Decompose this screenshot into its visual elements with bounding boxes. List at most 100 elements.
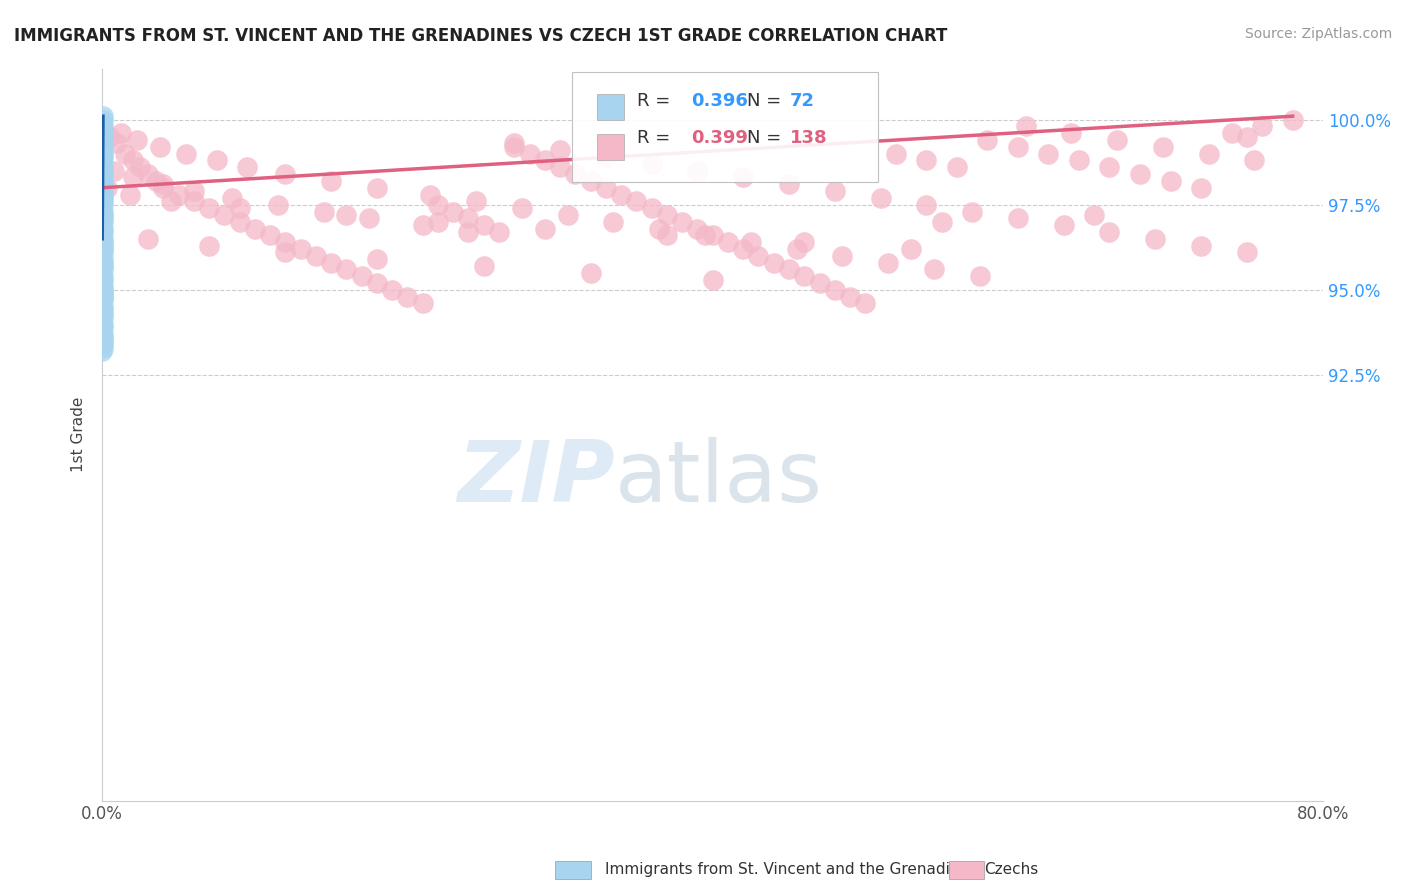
- Point: [335, 262, 357, 277]
- Point: [976, 133, 998, 147]
- Point: [91, 259, 114, 273]
- Point: [884, 146, 907, 161]
- Text: 138: 138: [790, 129, 827, 147]
- Point: [426, 198, 449, 212]
- Point: [91, 283, 114, 297]
- Point: [457, 211, 479, 226]
- Point: [91, 178, 114, 192]
- Point: [1053, 218, 1076, 232]
- Text: N =: N =: [747, 93, 787, 111]
- Point: [214, 208, 236, 222]
- Point: [259, 228, 281, 243]
- Text: 72: 72: [790, 93, 814, 111]
- Point: [91, 242, 114, 256]
- FancyBboxPatch shape: [572, 72, 877, 182]
- Point: [747, 249, 769, 263]
- Point: [91, 341, 114, 355]
- Point: [91, 215, 114, 229]
- Point: [366, 180, 388, 194]
- FancyBboxPatch shape: [596, 95, 623, 120]
- Point: [267, 198, 290, 212]
- Text: atlas: atlas: [614, 437, 823, 520]
- Point: [579, 174, 602, 188]
- Point: [274, 245, 297, 260]
- Point: [228, 201, 250, 215]
- Point: [91, 153, 114, 168]
- Point: [1236, 129, 1258, 144]
- Point: [91, 313, 114, 327]
- Point: [167, 187, 190, 202]
- Point: [877, 255, 900, 269]
- Point: [548, 143, 571, 157]
- Point: [91, 228, 114, 243]
- Point: [91, 146, 114, 161]
- Point: [91, 123, 114, 137]
- Point: [236, 161, 259, 175]
- Point: [426, 215, 449, 229]
- Point: [290, 242, 312, 256]
- Point: [91, 225, 114, 239]
- Point: [915, 198, 938, 212]
- Point: [91, 170, 114, 185]
- Point: [1098, 161, 1121, 175]
- Point: [778, 262, 800, 277]
- Point: [91, 109, 114, 123]
- Point: [366, 276, 388, 290]
- Point: [91, 324, 114, 338]
- Point: [831, 249, 853, 263]
- Point: [655, 228, 678, 243]
- Point: [91, 317, 114, 331]
- Point: [640, 157, 662, 171]
- Point: [533, 153, 555, 168]
- Point: [274, 167, 297, 181]
- Point: [91, 120, 114, 134]
- Point: [1160, 174, 1182, 188]
- Point: [183, 194, 205, 209]
- Point: [412, 218, 434, 232]
- Point: [1107, 133, 1129, 147]
- Point: [91, 116, 114, 130]
- Point: [733, 242, 755, 256]
- Point: [91, 286, 114, 301]
- Point: [91, 300, 114, 314]
- Point: [121, 170, 143, 185]
- Point: [1098, 225, 1121, 239]
- Point: [121, 153, 143, 168]
- Point: [488, 225, 510, 239]
- Point: [91, 167, 114, 181]
- Point: [91, 266, 114, 280]
- Point: [91, 307, 114, 321]
- Point: [626, 194, 648, 209]
- Text: Czechs: Czechs: [984, 863, 1039, 877]
- Point: [1251, 120, 1274, 134]
- Point: [350, 269, 373, 284]
- Point: [1083, 208, 1105, 222]
- Point: [1220, 126, 1243, 140]
- Point: [853, 296, 876, 310]
- Point: [557, 208, 579, 222]
- Point: [149, 140, 172, 154]
- Point: [472, 218, 495, 232]
- Point: [91, 296, 114, 310]
- Point: [228, 215, 250, 229]
- Point: [503, 136, 526, 151]
- Point: [1189, 238, 1212, 252]
- Point: [91, 327, 114, 342]
- Point: [107, 136, 129, 151]
- Point: [693, 228, 716, 243]
- Point: [510, 201, 533, 215]
- Point: [91, 344, 114, 359]
- Point: [91, 218, 114, 232]
- Point: [548, 161, 571, 175]
- Point: [91, 262, 114, 277]
- Point: [412, 296, 434, 310]
- Point: [96, 180, 118, 194]
- Point: [1152, 140, 1174, 154]
- Point: [91, 286, 114, 301]
- Point: [602, 215, 624, 229]
- Point: [839, 290, 862, 304]
- Point: [91, 174, 114, 188]
- Point: [91, 245, 114, 260]
- Point: [1060, 126, 1083, 140]
- Point: [103, 163, 125, 178]
